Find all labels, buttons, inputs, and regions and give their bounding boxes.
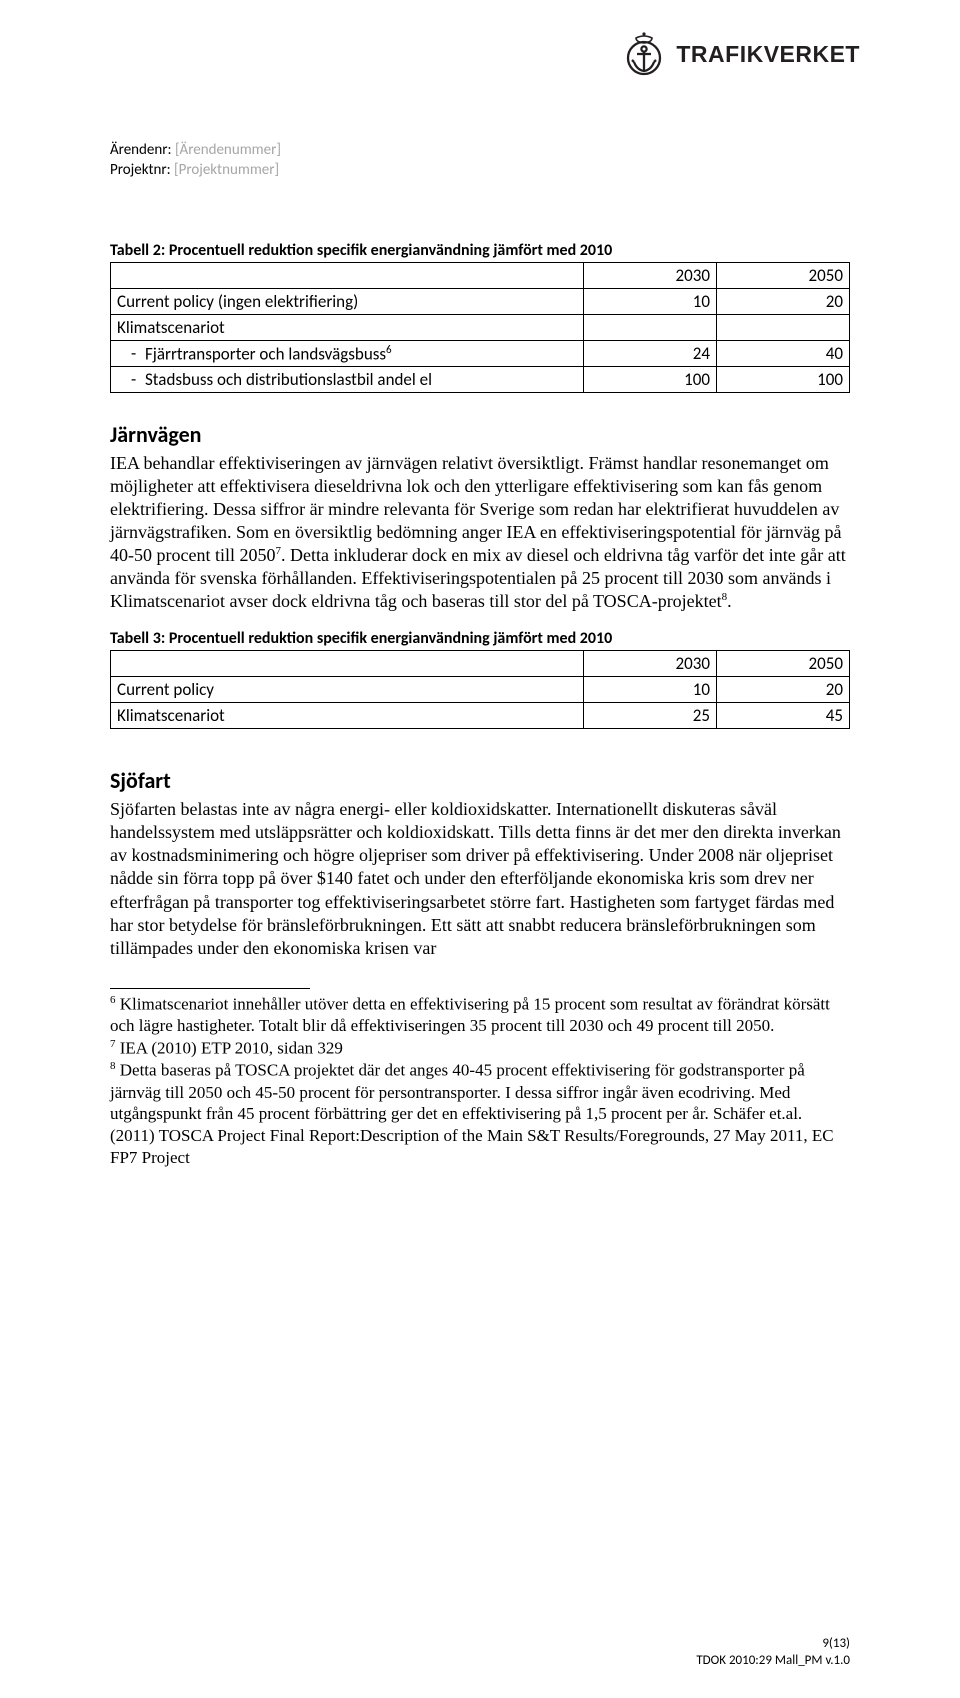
- table-cell: - Fjärrtransporter och landsvägsbuss6: [111, 340, 584, 367]
- brand-logo: TRAFIKVERKET: [620, 30, 860, 78]
- table-cell: 24: [583, 340, 716, 367]
- table-row: - Stadsbuss och distributionslastbil and…: [111, 367, 850, 393]
- footnote-8: 8 Detta baseras på TOSCA projektet där d…: [110, 1059, 850, 1168]
- table-row: Current policy (ingen elektrifiering) 10…: [111, 288, 850, 314]
- table-cell: Current policy (ingen elektrifiering): [111, 288, 584, 314]
- superscript: 6: [386, 343, 392, 356]
- table-row: 2030 2050: [111, 651, 850, 677]
- dash-icon: -: [117, 343, 145, 365]
- table-cell: 40: [716, 340, 849, 367]
- table-row: Klimatscenariot 25 45: [111, 703, 850, 729]
- table-cell: 20: [716, 288, 849, 314]
- table-cell: Current policy: [111, 677, 584, 703]
- table-cell: [111, 262, 584, 288]
- dash-icon: -: [117, 369, 145, 390]
- footnotes: 6 Klimatscenariot innehåller utöver dett…: [110, 993, 850, 1169]
- table-row: 2030 2050: [111, 262, 850, 288]
- table-cell: 100: [716, 367, 849, 393]
- footnote-7: 7 IEA (2010) ETP 2010, sidan 329: [110, 1037, 850, 1059]
- crown-anchor-icon: [620, 30, 668, 78]
- paragraph-jarnvagen: IEA behandlar effektiviseringen av järnv…: [110, 452, 850, 613]
- page-footer: 9(13) TDOK 2010:29 Mall_PM v.1.0: [696, 1636, 850, 1670]
- table-cell: 2030: [583, 651, 716, 677]
- table-row: Current policy 10 20: [111, 677, 850, 703]
- table-cell: Klimatscenariot: [111, 314, 584, 340]
- heading-sjofart: Sjöfart: [110, 767, 850, 794]
- table-cell: 25: [583, 703, 716, 729]
- meta-projektnr-value: [Projektnummer]: [174, 161, 279, 179]
- table-cell: [111, 651, 584, 677]
- table3: 2030 2050 Current policy 10 20 Klimatsce…: [110, 650, 850, 729]
- footnote-separator: [110, 988, 310, 989]
- table-cell: - Stadsbuss och distributionslastbil and…: [111, 367, 584, 393]
- table-cell: 2050: [716, 651, 849, 677]
- table2: 2030 2050 Current policy (ingen elektrif…: [110, 262, 850, 394]
- paragraph-sjofart: Sjöfarten belastas inte av några energi-…: [110, 798, 850, 959]
- table-row: - Fjärrtransporter och landsvägsbuss6 24…: [111, 340, 850, 367]
- table-cell: Klimatscenariot: [111, 703, 584, 729]
- footnote-6: 6 Klimatscenariot innehåller utöver dett…: [110, 993, 850, 1037]
- meta-arendenr-label: Ärendenr:: [110, 141, 172, 159]
- meta-arendenr-value: [Ärendenummer]: [175, 141, 281, 159]
- meta-projektnr-label: Projektnr:: [110, 161, 171, 179]
- table-cell: [716, 314, 849, 340]
- table-cell: 45: [716, 703, 849, 729]
- table3-caption: Tabell 3: Procentuell reduktion specifik…: [110, 629, 850, 648]
- doc-id: TDOK 2010:29 Mall_PM v.1.0: [696, 1653, 850, 1670]
- table-cell: 2050: [716, 262, 849, 288]
- page-number: 9(13): [696, 1636, 850, 1653]
- table-cell: 100: [583, 367, 716, 393]
- table-cell: 2030: [583, 262, 716, 288]
- table2-caption: Tabell 2: Procentuell reduktion specifik…: [110, 241, 850, 260]
- table-cell: [583, 314, 716, 340]
- table-cell: 10: [583, 677, 716, 703]
- table-cell: 10: [583, 288, 716, 314]
- brand-text: TRAFIKVERKET: [676, 41, 860, 68]
- doc-meta: Ärendenr: [Ärendenummer] Projektnr: [Pro…: [110, 140, 850, 181]
- heading-jarnvagen: Järnvägen: [110, 421, 850, 448]
- sublist-label: Fjärrtransporter och landsvägsbuss: [145, 343, 386, 364]
- sublist-label: Stadsbuss och distributionslastbil andel…: [145, 369, 577, 390]
- table-cell: 20: [716, 677, 849, 703]
- table-row: Klimatscenariot: [111, 314, 850, 340]
